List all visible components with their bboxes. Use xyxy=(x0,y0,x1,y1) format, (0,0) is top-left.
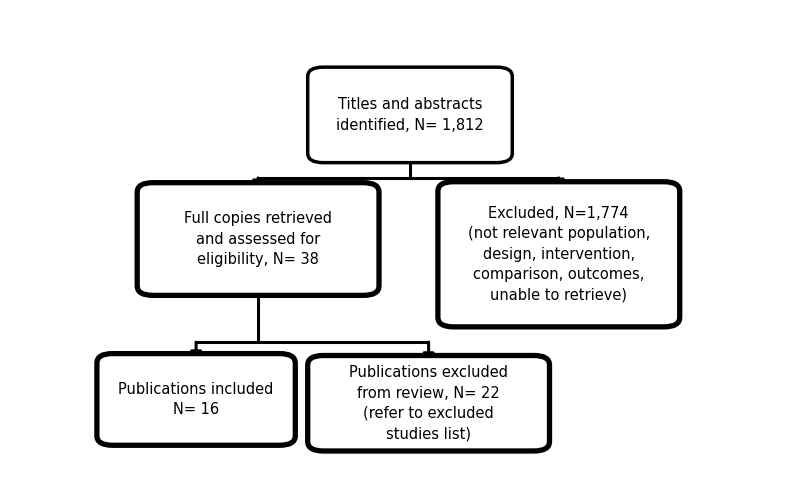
Text: Full copies retrieved
and assessed for
eligibility, N= 38: Full copies retrieved and assessed for e… xyxy=(184,211,332,267)
Text: Publications excluded
from review, N= 22
(refer to excluded
studies list): Publications excluded from review, N= 22… xyxy=(349,365,508,441)
Text: Excluded, N=1,774
(not relevant population,
design, intervention,
comparison, ou: Excluded, N=1,774 (not relevant populati… xyxy=(468,206,650,303)
FancyBboxPatch shape xyxy=(308,67,512,163)
FancyBboxPatch shape xyxy=(308,356,550,451)
FancyBboxPatch shape xyxy=(138,183,379,295)
Text: Titles and abstracts
identified, N= 1,812: Titles and abstracts identified, N= 1,81… xyxy=(336,97,484,132)
FancyBboxPatch shape xyxy=(97,354,295,445)
Text: Publications included
N= 16: Publications included N= 16 xyxy=(118,382,274,417)
FancyBboxPatch shape xyxy=(438,182,680,327)
